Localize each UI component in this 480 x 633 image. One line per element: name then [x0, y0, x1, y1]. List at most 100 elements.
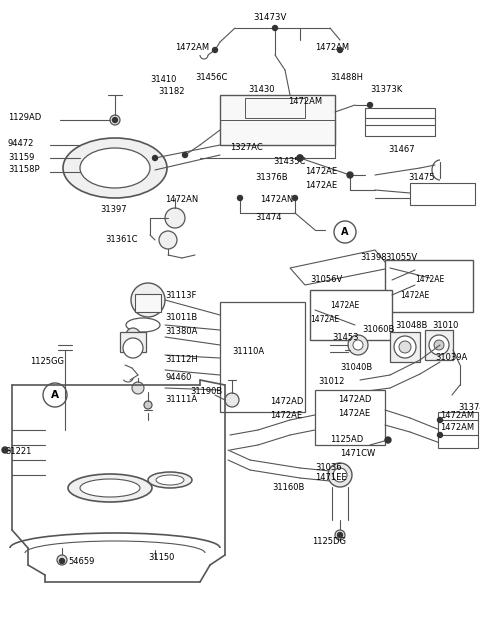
- Text: 1129AD: 1129AD: [8, 113, 41, 123]
- Ellipse shape: [156, 475, 184, 485]
- Bar: [310, 290, 392, 340]
- Text: 1472AM: 1472AM: [288, 97, 322, 106]
- Bar: [365, 108, 435, 136]
- Text: 31158P: 31158P: [8, 165, 40, 175]
- Circle shape: [123, 338, 143, 358]
- Text: 31397: 31397: [100, 206, 127, 215]
- Circle shape: [144, 401, 152, 409]
- Bar: [438, 412, 478, 448]
- Text: 31373K: 31373K: [370, 85, 402, 94]
- Bar: [390, 332, 420, 362]
- Bar: [315, 390, 385, 445]
- Text: 1471EE: 1471EE: [315, 473, 347, 482]
- Text: 1327AC: 1327AC: [230, 144, 263, 153]
- Text: 54659: 54659: [68, 558, 95, 567]
- Text: 31473V: 31473V: [253, 13, 287, 23]
- Text: 1471CW: 1471CW: [340, 449, 375, 458]
- Text: 31374E: 31374E: [458, 403, 480, 413]
- Circle shape: [43, 383, 67, 407]
- Ellipse shape: [80, 148, 150, 188]
- Circle shape: [437, 432, 443, 437]
- Circle shape: [337, 532, 343, 537]
- Text: 31036: 31036: [315, 463, 342, 472]
- Text: 31474: 31474: [255, 213, 281, 223]
- Ellipse shape: [63, 138, 167, 198]
- Text: 31159: 31159: [8, 153, 35, 161]
- Bar: [410, 183, 475, 205]
- Text: 31113F: 31113F: [165, 291, 196, 299]
- Circle shape: [353, 340, 363, 350]
- Text: 1472AN: 1472AN: [165, 196, 198, 204]
- Text: 31040B: 31040B: [340, 363, 372, 372]
- Text: 1472AM: 1472AM: [440, 423, 474, 432]
- Text: 31150: 31150: [148, 553, 174, 563]
- Circle shape: [297, 155, 303, 161]
- Text: 1472AE: 1472AE: [330, 301, 360, 310]
- Text: 1472AE: 1472AE: [311, 315, 340, 325]
- Text: 31056V: 31056V: [310, 275, 342, 284]
- Circle shape: [368, 103, 372, 108]
- Circle shape: [328, 463, 352, 487]
- Text: 31182: 31182: [158, 87, 184, 96]
- Text: 1125DG: 1125DG: [312, 537, 346, 546]
- Bar: [220, 302, 305, 412]
- Circle shape: [399, 341, 411, 353]
- Text: 1472AN: 1472AN: [260, 196, 293, 204]
- Text: 31221: 31221: [5, 448, 31, 456]
- Bar: [135, 294, 161, 312]
- Circle shape: [429, 335, 449, 355]
- Text: 1125GG: 1125GG: [30, 358, 64, 367]
- Circle shape: [60, 558, 64, 563]
- Circle shape: [159, 231, 177, 249]
- Circle shape: [297, 155, 303, 161]
- Circle shape: [57, 555, 67, 565]
- Text: 31111A: 31111A: [165, 396, 197, 404]
- Text: 94472: 94472: [8, 139, 35, 147]
- Bar: [245, 98, 305, 118]
- Circle shape: [131, 283, 165, 317]
- Circle shape: [213, 47, 217, 53]
- Text: 31110A: 31110A: [232, 348, 264, 356]
- Text: 31010: 31010: [432, 320, 458, 330]
- Circle shape: [394, 336, 416, 358]
- Text: 31456C: 31456C: [195, 73, 228, 82]
- Text: 31112H: 31112H: [165, 356, 198, 365]
- Text: 1472AM: 1472AM: [175, 44, 209, 53]
- Circle shape: [132, 382, 144, 394]
- Text: 31055V: 31055V: [385, 253, 417, 263]
- Text: A: A: [51, 390, 59, 400]
- Text: 31376B: 31376B: [255, 173, 288, 182]
- Circle shape: [347, 172, 353, 178]
- Text: 31410: 31410: [150, 75, 176, 84]
- Text: 1472AE: 1472AE: [305, 182, 337, 191]
- Text: 1472AM: 1472AM: [315, 44, 349, 53]
- Circle shape: [337, 47, 343, 53]
- Circle shape: [153, 156, 157, 161]
- Text: 1125AD: 1125AD: [330, 436, 363, 444]
- Circle shape: [292, 196, 298, 201]
- Text: 31380A: 31380A: [165, 327, 197, 337]
- Text: 31190B: 31190B: [190, 387, 222, 396]
- Circle shape: [273, 25, 277, 30]
- Text: 31160B: 31160B: [272, 484, 304, 492]
- Circle shape: [225, 393, 239, 407]
- Ellipse shape: [68, 474, 152, 502]
- Text: 31453: 31453: [332, 334, 359, 342]
- Text: 1472AE: 1472AE: [415, 275, 444, 284]
- Text: A: A: [341, 227, 349, 237]
- Text: 31012: 31012: [318, 377, 344, 387]
- Ellipse shape: [80, 479, 140, 497]
- Text: 31048B: 31048B: [395, 320, 427, 330]
- Circle shape: [335, 530, 345, 540]
- Text: 1472AE: 1472AE: [338, 408, 370, 418]
- Text: 31398: 31398: [360, 253, 386, 263]
- Text: 31488H: 31488H: [330, 73, 363, 82]
- Circle shape: [110, 115, 120, 125]
- Text: 94460: 94460: [165, 373, 192, 382]
- Circle shape: [238, 196, 242, 201]
- Circle shape: [126, 328, 140, 342]
- Circle shape: [385, 437, 391, 443]
- Bar: [385, 260, 473, 312]
- Text: 31011B: 31011B: [165, 313, 197, 322]
- Text: 1472AE: 1472AE: [400, 291, 430, 299]
